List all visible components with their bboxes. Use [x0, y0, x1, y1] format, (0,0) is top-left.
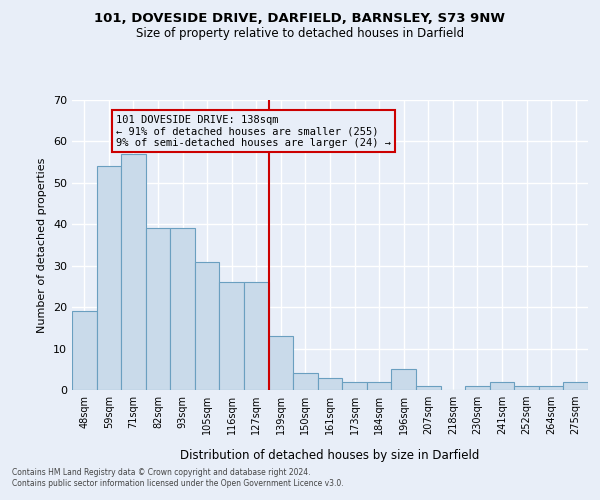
Text: 101, DOVESIDE DRIVE, DARFIELD, BARNSLEY, S73 9NW: 101, DOVESIDE DRIVE, DARFIELD, BARNSLEY,…: [95, 12, 505, 26]
Bar: [465, 386, 490, 390]
Bar: [269, 336, 293, 390]
Bar: [391, 370, 416, 390]
Bar: [170, 228, 195, 390]
Bar: [244, 282, 269, 390]
Bar: [293, 374, 318, 390]
Bar: [121, 154, 146, 390]
Y-axis label: Number of detached properties: Number of detached properties: [37, 158, 47, 332]
Bar: [195, 262, 220, 390]
Text: Contains HM Land Registry data © Crown copyright and database right 2024.
Contai: Contains HM Land Registry data © Crown c…: [12, 468, 344, 487]
Text: Size of property relative to detached houses in Darfield: Size of property relative to detached ho…: [136, 28, 464, 40]
Bar: [146, 228, 170, 390]
Bar: [342, 382, 367, 390]
Text: 101 DOVESIDE DRIVE: 138sqm
← 91% of detached houses are smaller (255)
9% of semi: 101 DOVESIDE DRIVE: 138sqm ← 91% of deta…: [116, 114, 391, 148]
Bar: [318, 378, 342, 390]
Bar: [539, 386, 563, 390]
Bar: [416, 386, 440, 390]
Bar: [514, 386, 539, 390]
Bar: [72, 312, 97, 390]
Bar: [220, 282, 244, 390]
Text: Distribution of detached houses by size in Darfield: Distribution of detached houses by size …: [181, 448, 479, 462]
Bar: [97, 166, 121, 390]
Bar: [563, 382, 588, 390]
Bar: [367, 382, 391, 390]
Bar: [490, 382, 514, 390]
